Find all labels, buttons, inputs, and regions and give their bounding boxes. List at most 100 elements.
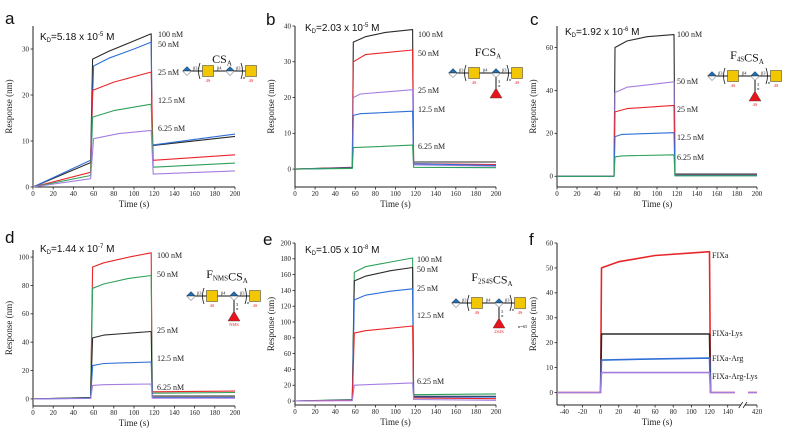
x-tick-label: 160 [712, 190, 723, 198]
series-label: 12.5 nM [418, 105, 445, 114]
sulfate-label: 4S [475, 310, 480, 315]
y-tick-label: 160 [281, 271, 292, 279]
kd-mantissa: =2.03 x 10 [316, 23, 363, 34]
y-tick-label: 40 [22, 339, 30, 347]
y-tick-label: 10 [546, 364, 554, 372]
kd-symbol: K [305, 245, 312, 256]
kd-subscript: D [47, 38, 52, 44]
x-tick-label: 420 [752, 408, 763, 416]
series-line-FIXa-Lys [599, 333, 712, 393]
structure-name-part: F [471, 270, 478, 284]
y-axis-label: Response (nm) [4, 301, 14, 355]
kd-symbol: K [565, 27, 572, 38]
x-tick-label: 180 [471, 408, 482, 416]
linkage-label: β3 [502, 68, 507, 73]
x-tick-label: 100 [129, 409, 140, 417]
x-tick-label: 20 [312, 408, 320, 416]
glca-diamond-icon [450, 302, 462, 308]
kd-value: KD=1.05 x 10-8 M [305, 245, 379, 257]
x-tick-label: 20 [312, 190, 320, 198]
y-axis-label: Response (nm) [266, 79, 276, 133]
structure-name: CSA [212, 52, 232, 68]
y-tick-label: 180 [281, 255, 292, 263]
repeat-bracket-open [464, 64, 467, 82]
y-tick-label: 50 [546, 264, 554, 272]
galnac-square-icon [206, 290, 218, 302]
x-axis-label: Time (s) [642, 417, 672, 427]
x-tick-label: 140 [169, 409, 180, 417]
x-tick-label: 0 [555, 190, 559, 198]
series-label: 25 nM [418, 86, 439, 95]
x-tick-label: 200 [752, 190, 763, 198]
linkage-label: β4 [483, 68, 488, 73]
y-tick-label: 20 [22, 91, 30, 99]
repeat-bracket-close [509, 294, 512, 312]
y-tick-label: 30 [546, 314, 554, 322]
galnac-square-icon [511, 67, 523, 79]
y-tick-label: 10 [284, 130, 292, 138]
fucose-linkage: 3 [757, 82, 760, 87]
series-label: FIXa [712, 251, 729, 260]
y-tick-label: 20 [284, 382, 292, 390]
structure-name-part: FCS [475, 45, 496, 59]
y-tick-label: 60 [546, 44, 554, 52]
galnac-square-icon [727, 70, 739, 82]
panel-f: f -40 -20 0 20 40 60 80 100 120 140 420 0 10 20 30 40 50 6… [528, 230, 763, 427]
structure-name-part: F [206, 267, 213, 281]
panel-letter: f [529, 230, 534, 249]
series-label: 50 nM [417, 265, 438, 274]
structure-name-subscript: A [243, 277, 248, 285]
repeat-bracket-open [723, 67, 726, 85]
glca-diamond-icon [181, 66, 193, 72]
x-tick-label: 180 [471, 190, 482, 198]
x-axis-label: Time (s) [119, 418, 149, 428]
series-label: 6.25 nM [417, 377, 444, 386]
x-tick-label: 60 [352, 190, 360, 198]
series-line-12-5-nM [294, 325, 497, 402]
glca-diamond-icon [749, 75, 761, 81]
kd-value: KD=1.44 x 10-7 M [40, 244, 114, 256]
x-tick-label: 100 [129, 190, 140, 198]
series-line-FIXa-Arg [599, 357, 712, 393]
axis-break-mark [738, 401, 748, 409]
y-tick-label: 140 [281, 287, 292, 295]
structure-name-part: CS [493, 273, 508, 287]
x-tick-label: 200 [491, 408, 502, 416]
y-tick-label: 20 [284, 94, 292, 102]
kd-unit: M [103, 32, 114, 43]
series-label: 12.5 nM [417, 311, 444, 320]
y-tick-label: 60 [284, 350, 292, 358]
glca-diamond-icon [493, 298, 505, 304]
y-tick-label: 200 [281, 239, 292, 247]
kd-subscript: D [572, 33, 577, 39]
series-label: FIXa-Lys [712, 329, 743, 338]
glca-diamond-icon [706, 71, 718, 77]
glca-diamond-icon [228, 295, 240, 301]
y-tick-label: 40 [284, 22, 292, 30]
series-line-100-nM [32, 33, 236, 188]
x-tick-label: 180 [210, 190, 221, 198]
series-label: 25 nM [158, 68, 179, 77]
linkage-label: β4 [217, 66, 222, 71]
series-label: 100 nM [158, 30, 183, 39]
galnac-square-icon [770, 70, 782, 82]
x-tick-label: 60 [352, 408, 360, 416]
x-tick-label: -40 [560, 408, 570, 416]
x-tick-label: 140 [430, 408, 441, 416]
y-tick-label: 0 [26, 183, 30, 191]
series-line-12-5-nM [294, 110, 497, 170]
structure-name-subscript: 4S [737, 56, 745, 64]
y-tick-label: 20 [546, 130, 554, 138]
kd-subscript: D [312, 29, 317, 35]
fucose-linkage: α [501, 313, 504, 318]
series-label: 100 nM [417, 255, 442, 264]
y-tick-label: 100 [281, 318, 292, 326]
x-tick-label: 20 [574, 190, 582, 198]
linkage-label: β3 [459, 68, 464, 73]
sulfate-label: 4S [518, 310, 523, 315]
x-tick-label: 80 [634, 190, 642, 198]
kd-exponent: -6 [623, 27, 629, 33]
x-tick-label: 60 [90, 190, 98, 198]
